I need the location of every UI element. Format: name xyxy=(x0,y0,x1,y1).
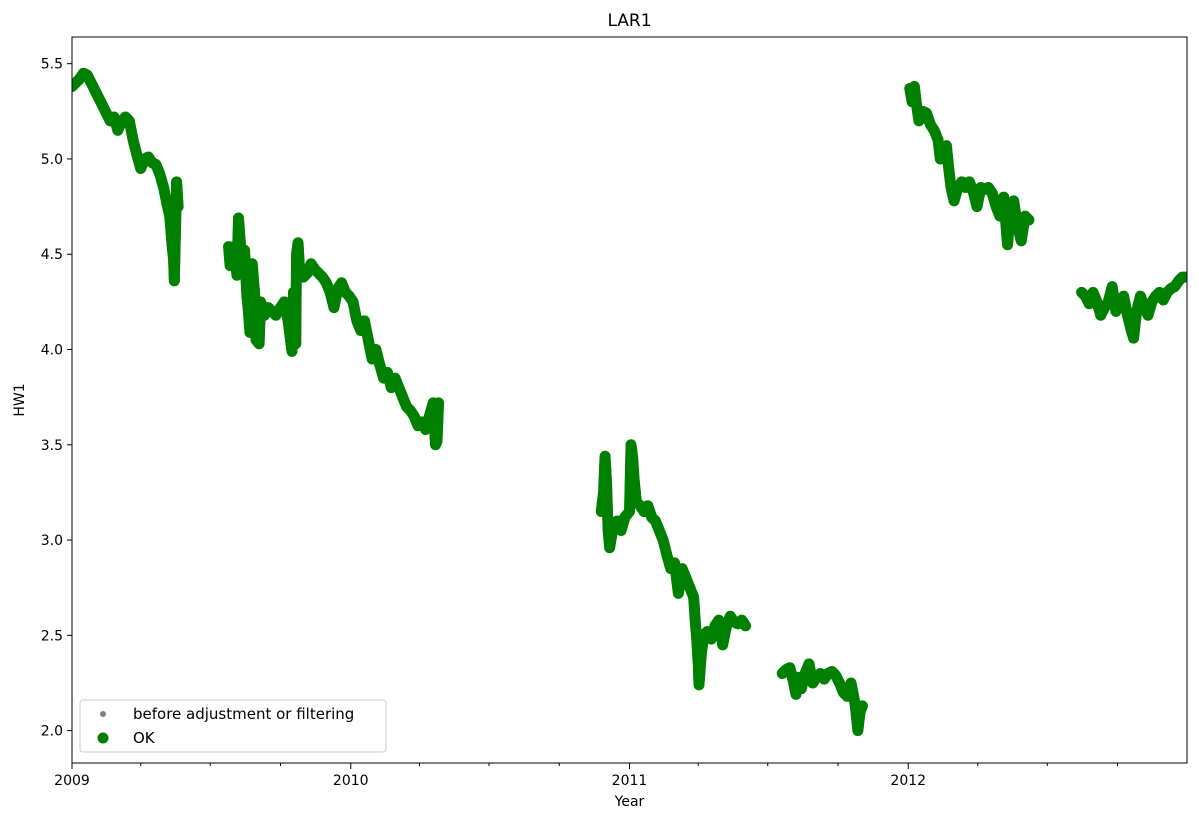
data-point xyxy=(1023,214,1035,226)
y-tick-label: 2.5 xyxy=(41,628,63,644)
data-point xyxy=(856,700,868,712)
data-point xyxy=(740,620,752,632)
data-point xyxy=(433,397,445,409)
legend-label-before-adjustment: before adjustment or filtering xyxy=(133,705,354,723)
data-point xyxy=(172,201,184,213)
legend: before adjustment or filtering OK xyxy=(79,699,387,753)
plot-points-layer xyxy=(72,67,1187,737)
y-tick-label: 3.0 xyxy=(41,533,63,549)
y-tick-label: 5.5 xyxy=(41,57,63,73)
legend-marker-ok xyxy=(97,732,109,744)
chart-title: LAR1 xyxy=(607,11,651,31)
y-tick-label: 4.0 xyxy=(41,343,63,359)
data-point xyxy=(1180,271,1187,283)
y-axis-title: HW1 xyxy=(12,383,28,416)
plot-frame xyxy=(71,36,1188,764)
x-tick-label: 2012 xyxy=(890,773,926,789)
y-tick-label: 5.0 xyxy=(41,152,63,168)
y-tick-label: 2.0 xyxy=(41,724,63,740)
x-axis-title: Year xyxy=(614,794,645,810)
legend-box xyxy=(79,699,387,753)
x-axis: 2009 2010 2011 2012 xyxy=(54,763,1119,789)
legend-label-ok: OK xyxy=(133,729,156,747)
x-tick-label: 2009 xyxy=(54,773,90,789)
x-tick-label: 2010 xyxy=(333,773,369,789)
y-tick-label: 3.5 xyxy=(41,438,63,454)
y-tick-label: 4.5 xyxy=(41,247,63,263)
legend-marker-before-adjustment xyxy=(100,711,106,717)
y-axis: 2.0 2.5 3.0 3.5 4.0 4.5 5.0 5.5 xyxy=(41,57,72,740)
x-tick-label: 2011 xyxy=(612,773,648,789)
